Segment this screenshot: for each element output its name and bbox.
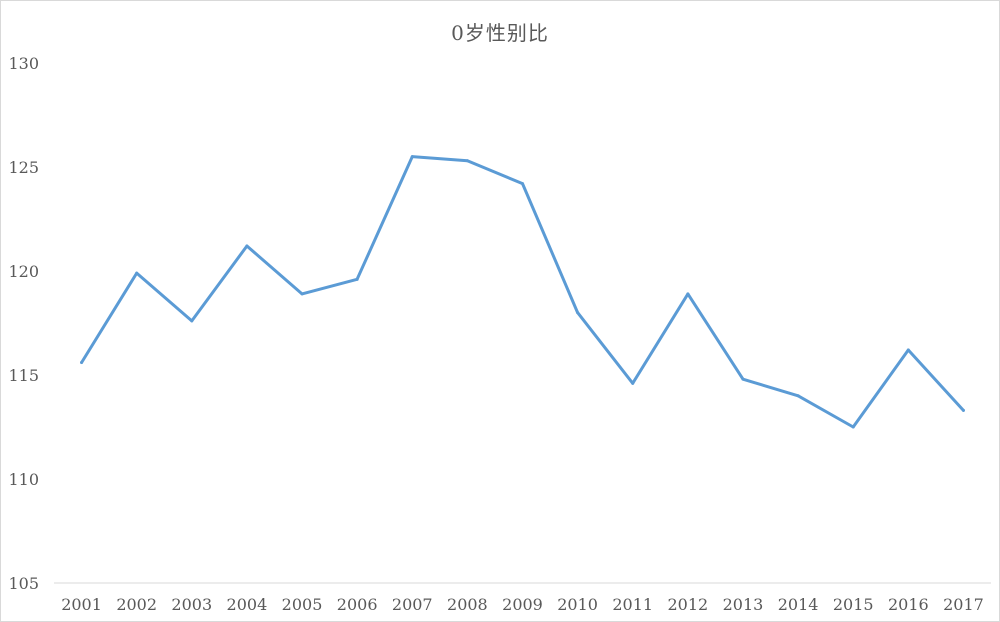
series-line: [80, 155, 965, 429]
data-point: [686, 292, 690, 296]
data-point: [80, 361, 84, 365]
x-tick-label: 2009: [502, 595, 543, 614]
data-point: [851, 425, 855, 429]
x-tick-label: 2014: [778, 595, 819, 614]
x-tick-label: 2006: [337, 595, 378, 614]
x-tick-label: 2007: [392, 595, 433, 614]
series-group: [80, 155, 965, 429]
y-tick-label: 115: [8, 366, 39, 385]
y-tick-label: 105: [8, 574, 39, 593]
y-tick-label: 130: [8, 54, 39, 73]
x-tick-label: 2017: [943, 595, 984, 614]
x-tick-label: 2002: [116, 595, 157, 614]
x-tick-label: 2011: [612, 595, 653, 614]
data-point: [465, 159, 469, 163]
x-tick-label: 2016: [888, 595, 929, 614]
y-tick-label: 110: [8, 470, 39, 489]
x-tick-label: 2013: [723, 595, 764, 614]
x-tick-label: 2004: [227, 595, 268, 614]
data-point: [190, 319, 194, 323]
x-tick-label: 2015: [833, 595, 874, 614]
data-point: [576, 311, 580, 315]
y-axis-ticks: 105 110 115 120 125 130: [8, 54, 39, 593]
data-point: [300, 292, 304, 296]
x-tick-label: 2003: [171, 595, 212, 614]
data-point: [135, 271, 139, 275]
data-point: [355, 277, 359, 281]
data-point: [906, 348, 910, 352]
data-point: [796, 394, 800, 398]
y-tick-label: 125: [8, 158, 39, 177]
x-tick-label: 2005: [282, 595, 323, 614]
x-tick-label: 2012: [667, 595, 708, 614]
x-tick-label: 2010: [557, 595, 598, 614]
data-point: [631, 381, 635, 385]
x-tick-label: 2001: [61, 595, 102, 614]
y-tick-label: 120: [8, 262, 39, 281]
data-point: [410, 155, 414, 159]
x-axis-ticks: 2001 2002 2003 2004 2005 2006 2007 2008 2009 2010…: [61, 595, 984, 614]
data-point: [741, 377, 745, 381]
data-point: [245, 244, 249, 248]
data-point: [961, 408, 965, 412]
x-tick-label: 2008: [447, 595, 488, 614]
chart-title: 0岁性别比: [451, 21, 549, 45]
data-point: [521, 182, 524, 186]
